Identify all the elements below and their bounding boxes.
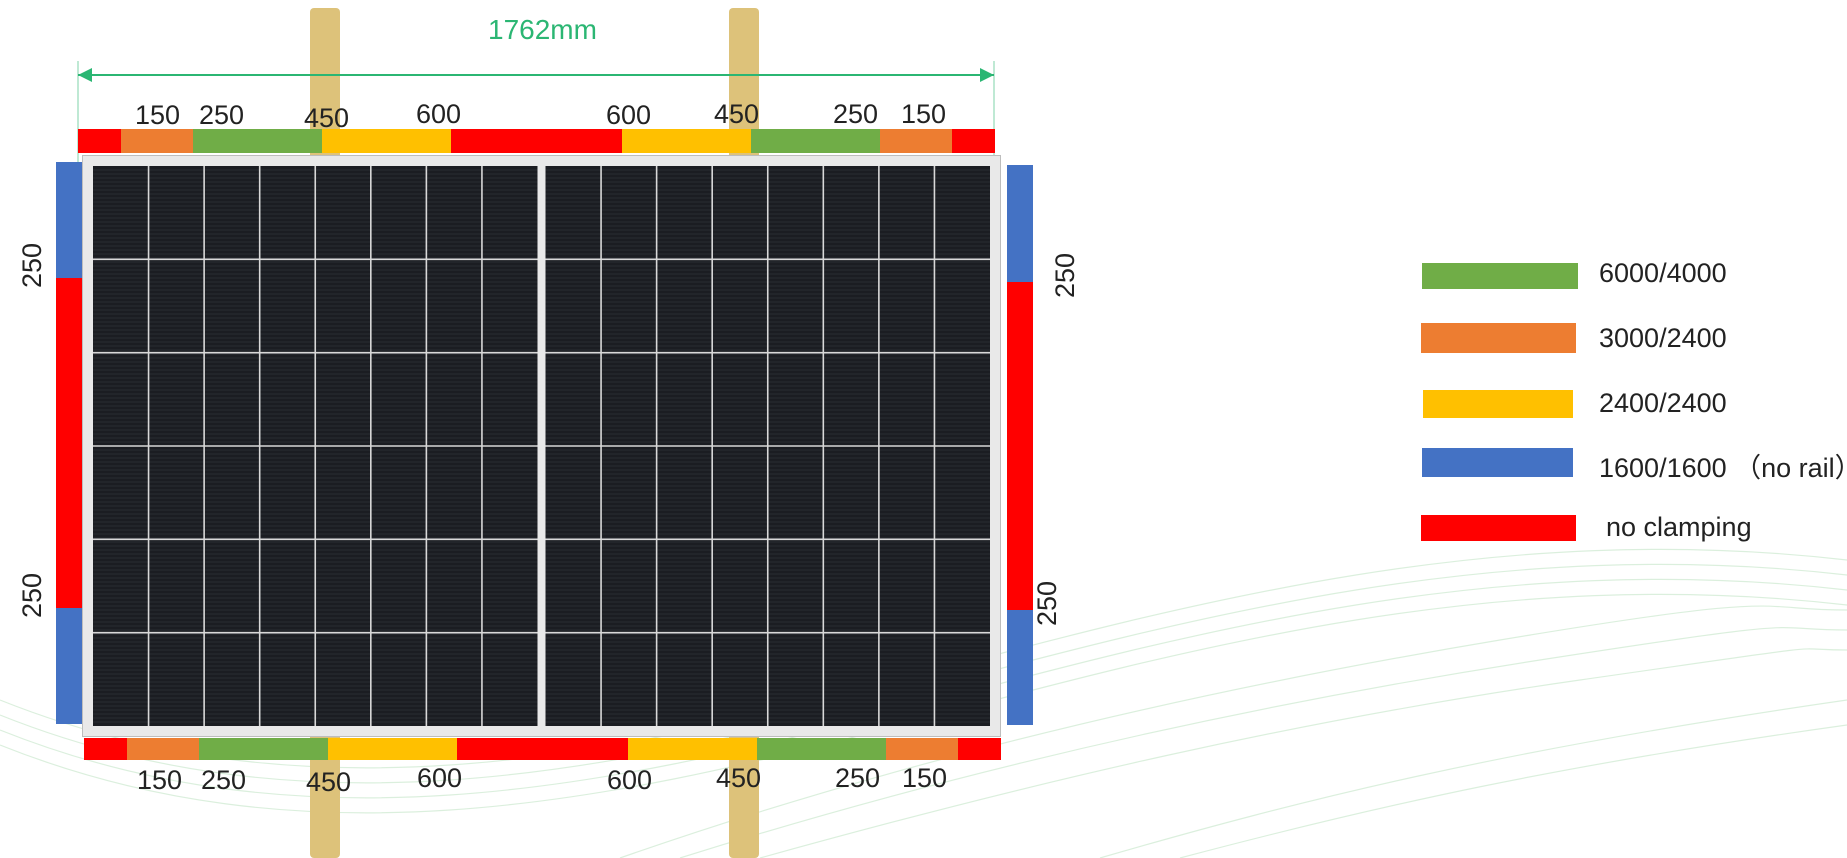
bottom-label-1: 150 xyxy=(137,765,183,795)
right-label-2: 250 xyxy=(1032,580,1063,627)
top-label-8: 150 xyxy=(901,99,947,129)
bottom-label-2: 250 xyxy=(201,765,247,795)
bottom-edge-segment-4 xyxy=(327,738,457,760)
left-edge-zone-top xyxy=(56,162,82,278)
legend-label-orange: 3000/2400 xyxy=(1599,323,1727,353)
left-label-1: 250 xyxy=(17,242,48,289)
solar-cell-grid xyxy=(93,166,990,726)
legend-swatch-orange xyxy=(1421,323,1576,353)
top-edge-segment-8 xyxy=(880,129,953,153)
legend-swatch-yellow xyxy=(1423,390,1573,418)
top-label-7: 250 xyxy=(833,99,879,129)
top-edge-segment-1 xyxy=(78,129,121,153)
top-edge-segment-9 xyxy=(952,129,995,153)
bottom-edge-segment-6 xyxy=(628,738,758,760)
top-label-5: 600 xyxy=(606,100,652,130)
right-edge-zone-top xyxy=(1007,165,1033,282)
solar-panel xyxy=(82,155,1001,737)
top-edge-segment-6 xyxy=(622,129,752,153)
left-edge-zone-bottom xyxy=(56,608,82,724)
top-label-4: 600 xyxy=(416,99,462,129)
bottom-edge-zones xyxy=(84,738,1001,760)
top-label-1: 150 xyxy=(135,100,181,130)
bottom-edge-segment-2 xyxy=(126,738,199,760)
bottom-label-3: 450 xyxy=(306,767,352,797)
bottom-label-4: 600 xyxy=(417,763,463,793)
right-label-1: 250 xyxy=(1050,252,1081,299)
bottom-label-5: 600 xyxy=(607,765,653,795)
legend-label-yellow: 2400/2400 xyxy=(1599,388,1727,418)
bottom-label-7: 250 xyxy=(835,763,881,793)
top-edge-zones xyxy=(78,129,995,153)
bottom-edge-segment-3 xyxy=(198,738,328,760)
legend-label-green: 6000/4000 xyxy=(1599,258,1727,288)
bottom-label-6: 450 xyxy=(716,763,762,793)
top-edge-segment-4 xyxy=(321,129,451,153)
left-edge-zone-middle xyxy=(56,278,82,608)
right-edge-zone-middle xyxy=(1007,282,1033,610)
dimension-label: 1762mm xyxy=(488,14,597,45)
bottom-edge-segment-9 xyxy=(958,738,1001,760)
bottom-edge-segment-7 xyxy=(757,738,887,760)
top-edge-segment-2 xyxy=(120,129,193,153)
top-label-6: 450 xyxy=(714,99,760,129)
top-edge-segment-7 xyxy=(751,129,881,153)
bottom-label-8: 150 xyxy=(902,763,948,793)
bottom-edge-segment-5 xyxy=(456,738,629,760)
bottom-edge-segment-8 xyxy=(886,738,959,760)
legend-swatch-red xyxy=(1421,515,1576,541)
left-label-2: 250 xyxy=(17,572,48,619)
top-edge-segment-5 xyxy=(450,129,623,153)
top-label-3: 450 xyxy=(304,103,350,133)
legend-swatch-blue xyxy=(1422,448,1573,477)
top-edge-segment-3 xyxy=(192,129,322,153)
legend-label-red: no clamping xyxy=(1606,512,1752,542)
legend-label-blue: 1600/1600 （no rail） xyxy=(1599,453,1847,483)
bottom-edge-segment-1 xyxy=(84,738,127,760)
legend-swatch-green xyxy=(1422,263,1578,289)
right-edge-zone-bottom xyxy=(1007,610,1033,725)
top-label-2: 250 xyxy=(199,100,245,130)
